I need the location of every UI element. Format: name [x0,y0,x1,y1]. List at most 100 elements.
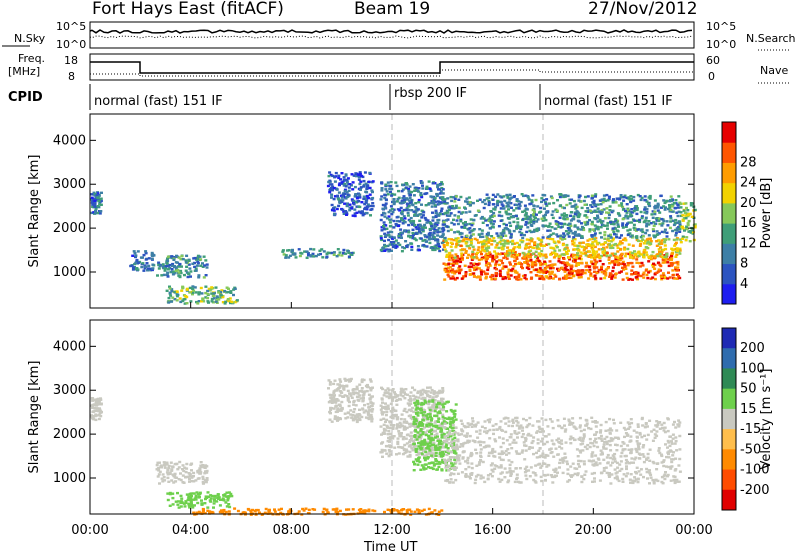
data-cell [417,226,421,229]
data-cell [91,406,94,409]
data-cell [180,497,184,500]
data-cell [434,448,438,451]
data-cell [490,215,494,218]
data-cell [422,468,426,471]
data-cell [473,274,476,278]
data-cell [583,221,587,224]
data-cell [381,441,385,444]
data-cell [644,239,648,243]
data-cell [606,227,609,230]
data-cell [435,459,439,462]
data-cell [173,290,177,294]
data-cell [651,276,655,279]
data-cell [436,228,440,232]
data-cell [379,404,383,407]
data-cell [497,225,501,228]
data-cell [626,264,630,267]
data-cell [521,251,525,255]
data-cell [628,255,632,258]
data-cell [659,264,663,268]
data-cell [647,271,651,274]
data-cell [560,266,564,269]
data-cell [496,199,500,203]
data-cell [543,201,547,204]
data-cell [511,441,515,444]
data-cell [613,276,617,279]
data-cell [189,270,193,273]
data-cell [435,462,439,465]
data-cell [168,266,172,270]
data-cell [499,207,503,210]
data-cell [653,212,657,216]
data-cell [403,397,407,400]
data-cell [484,219,488,222]
data-cell [539,475,543,479]
data-cell [486,430,490,433]
data-cell [443,198,447,201]
data-cell [549,195,553,198]
data-cell [384,224,388,227]
data-cell [561,206,565,209]
data-cell [410,203,414,206]
data-cell [448,425,452,428]
data-cell [515,255,519,259]
data-cell [391,396,394,399]
data-cell [574,270,578,273]
data-cell [501,242,505,246]
data-cell [359,186,363,189]
data-cell [599,212,603,215]
data-cell [603,217,607,220]
data-cell [177,506,181,509]
data-cell [494,206,498,209]
data-cell [423,463,427,466]
data-cell [382,227,386,231]
data-cell [489,275,493,278]
data-cell [473,262,477,265]
data-cell [410,223,414,226]
data-cell [208,499,212,502]
data-cell [670,262,674,265]
data-cell [130,264,134,267]
data-cell [550,213,554,216]
data-cell [167,296,171,300]
data-cell [562,253,566,256]
data-cell [370,420,374,423]
data-cell [185,288,189,291]
data-cell [626,233,630,237]
data-cell [403,391,406,394]
data-cell [408,199,412,202]
data-cell [626,460,629,464]
data-cell [449,422,452,426]
data-cell [436,242,440,246]
data-cell [477,241,480,244]
data-cell [463,248,467,251]
data-cell [655,230,659,233]
data-cell [192,471,196,475]
data-cell [351,181,355,184]
data-cell [380,182,384,185]
data-cell [181,468,184,471]
data-cell [446,241,449,245]
data-cell [460,254,464,258]
data-cell [512,242,516,245]
data-cell [204,285,208,288]
data-cell [449,245,453,248]
data-cell [392,240,396,244]
data-cell [198,291,201,294]
data-cell [445,225,449,228]
data-cell [380,229,384,232]
data-cell [543,260,547,264]
data-cell [423,390,427,394]
data-cell [330,196,333,199]
data-cell [184,475,188,479]
data-cell [517,273,521,276]
data-cell [386,193,390,196]
data-cell [552,251,555,254]
data-cell [506,275,510,278]
data-cell [551,238,555,241]
data-cell [549,267,552,270]
data-cell [524,256,528,260]
data-cell [425,185,429,188]
data-cell [594,441,598,444]
data-cell [419,213,423,216]
